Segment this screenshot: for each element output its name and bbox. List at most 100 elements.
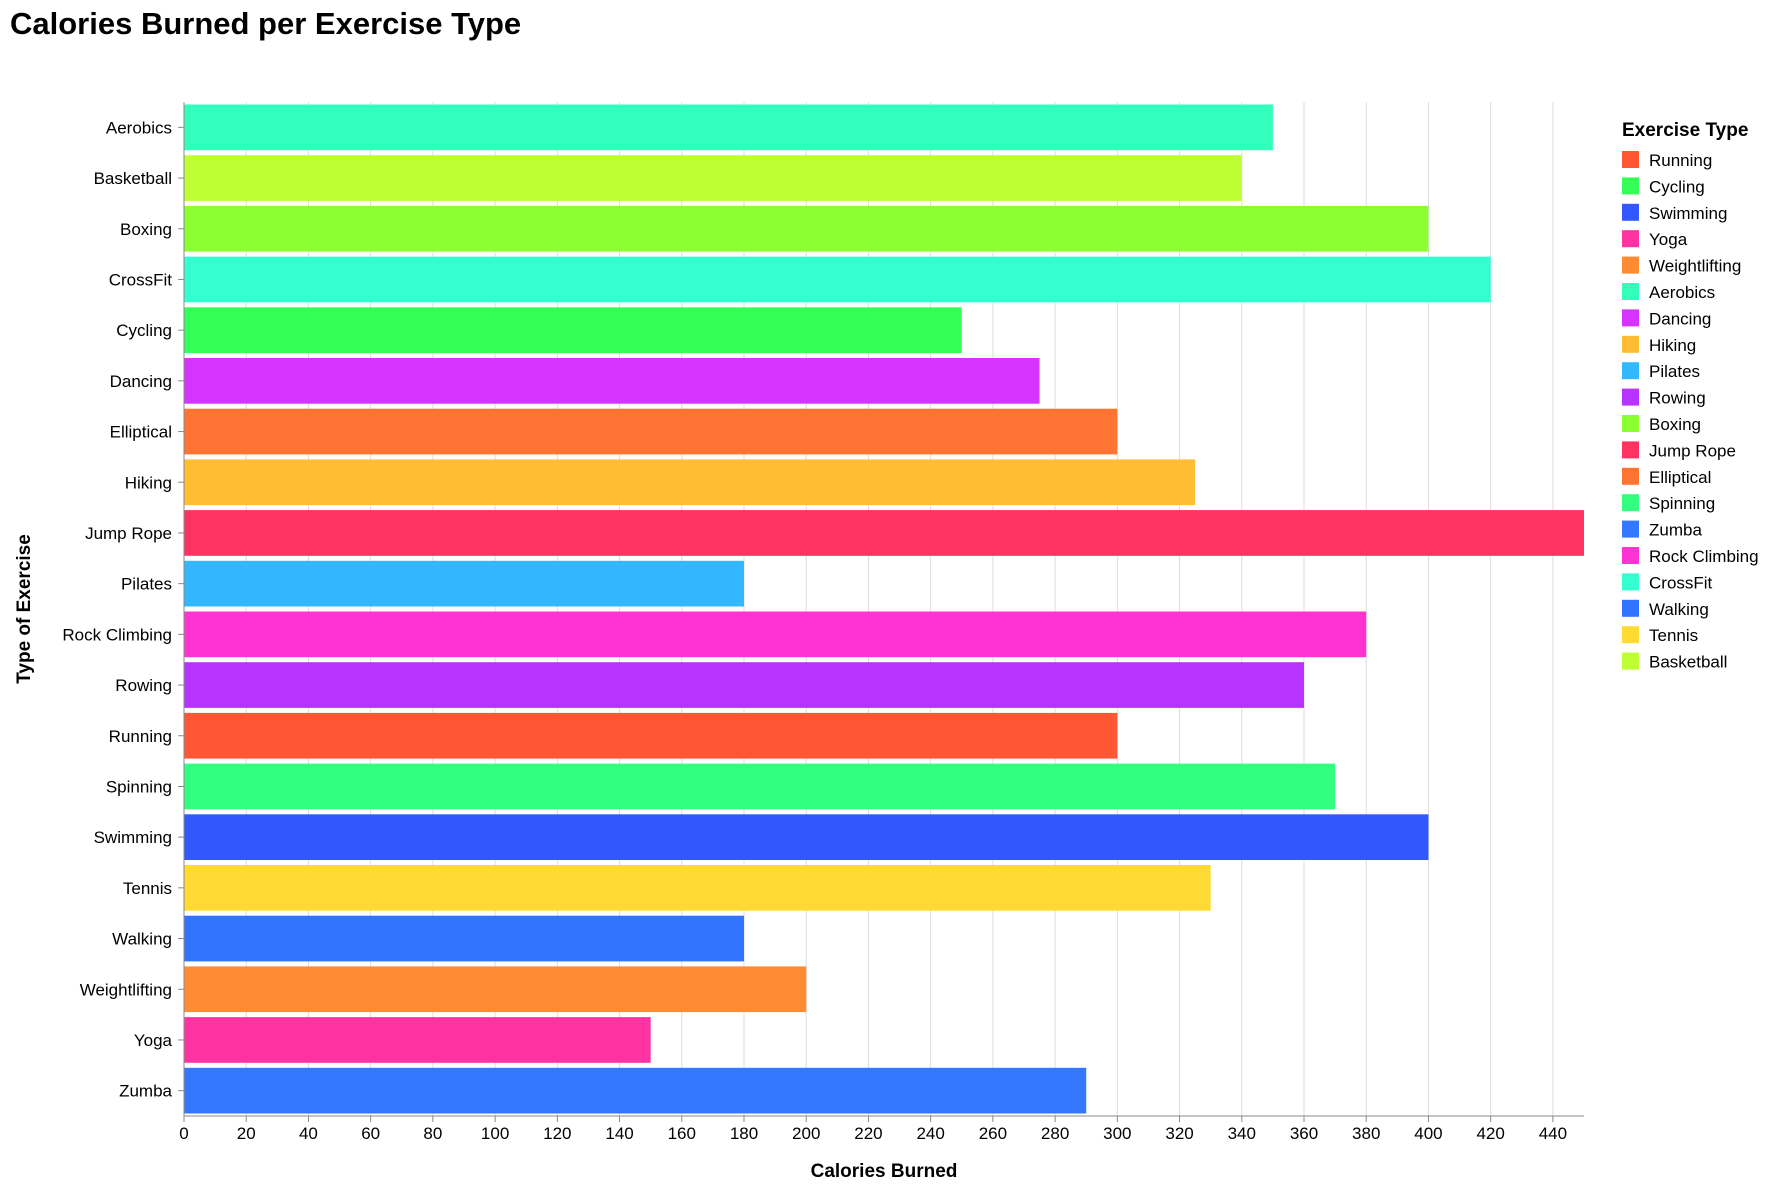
y-tick-label: Hiking (125, 473, 172, 492)
bar-weightlifting (184, 966, 807, 1013)
y-axis-title: Type of Exercise (14, 534, 35, 684)
bar-yoga (184, 1017, 651, 1063)
legend-swatch (1622, 362, 1639, 380)
y-tick-label: Pilates (121, 575, 172, 594)
bar-crossfit (184, 256, 1491, 303)
y-tick-label: CrossFit (109, 270, 173, 289)
axes: 0 20 40 60 80 100 120 140 160 180 200 220 240 260 280 3… (62, 102, 1584, 1143)
legend-swatch (1622, 494, 1639, 512)
legend-item-label: Pilates (1649, 362, 1700, 381)
legend-swatch (1622, 520, 1639, 538)
x-tick-label: 260 (979, 1124, 1007, 1143)
bar-dancing (184, 358, 1040, 404)
bar-basketball (184, 155, 1242, 201)
y-tick-label: Dancing (110, 372, 172, 391)
legend-item-label: Hiking (1649, 336, 1696, 355)
x-tick-label: 120 (543, 1124, 571, 1143)
x-tick-label: 240 (916, 1124, 944, 1143)
legend-item-label: Spinning (1649, 494, 1715, 513)
bar-jump-rope (184, 510, 1584, 556)
legend-swatch (1622, 599, 1639, 617)
x-tick-label: 80 (423, 1124, 442, 1143)
legend-item-label: Walking (1649, 600, 1709, 619)
y-tick-label: Jump Rope (85, 524, 172, 543)
legend: Exercise Type Running Cycling Swimming Yoga… (1622, 120, 1759, 672)
y-tick-label: Zumba (119, 1082, 172, 1101)
legend-swatch (1622, 256, 1639, 274)
x-tick-label: 320 (1165, 1124, 1193, 1143)
x-tick-label: 140 (605, 1124, 633, 1143)
gridlines (183, 102, 1554, 1116)
bars (184, 104, 1584, 1114)
bar-rock-climbing (184, 611, 1367, 658)
y-tick-label: Tennis (123, 879, 172, 898)
y-tick-label: Yoga (134, 1031, 173, 1050)
x-tick-label: 100 (481, 1124, 509, 1143)
y-tick-label: Walking (112, 930, 172, 949)
legend-swatch (1622, 626, 1639, 644)
y-tick-label: Elliptical (110, 423, 172, 442)
legend-item-label: Aerobics (1649, 283, 1715, 302)
legend-item-label: Running (1649, 151, 1712, 170)
y-tick-label: Rowing (115, 676, 172, 695)
x-tick-label: 300 (1103, 1124, 1131, 1143)
bar-rowing (184, 662, 1304, 708)
y-tick-label: Basketball (94, 169, 172, 188)
y-tick-label: Swimming (94, 828, 172, 847)
x-tick-label: 160 (668, 1124, 696, 1143)
legend-swatch (1622, 335, 1639, 353)
legend-item-label: Boxing (1649, 415, 1701, 434)
bar-tennis (184, 865, 1211, 911)
x-tick-label: 200 (792, 1124, 820, 1143)
x-tick-label: 180 (730, 1124, 758, 1143)
x-tick-label: 400 (1414, 1124, 1442, 1143)
bar-hiking (184, 459, 1196, 506)
legend-title: Exercise Type (1622, 120, 1748, 141)
bar-cycling (184, 307, 962, 353)
legend-swatch (1622, 283, 1639, 300)
legend-item-label: Basketball (1649, 653, 1727, 672)
bar-running (184, 712, 1118, 759)
bar-elliptical (184, 408, 1118, 455)
y-tick-label: Running (109, 727, 172, 746)
legend-item-label: Zumba (1649, 521, 1702, 540)
bar-aerobics (184, 104, 1273, 151)
legend-swatch (1622, 573, 1639, 591)
legend-item-label: Swimming (1649, 204, 1727, 223)
legend-swatch (1622, 415, 1639, 432)
legend-swatch (1622, 151, 1639, 168)
bar-spinning (184, 763, 1336, 810)
x-axis-title: Calories Burned (811, 1161, 958, 1182)
legend-item-label: Cycling (1649, 177, 1705, 196)
legend-item-label: Elliptical (1649, 468, 1711, 487)
legend-swatch (1622, 177, 1639, 195)
bar-zumba (184, 1067, 1087, 1114)
x-tick-label: 280 (1041, 1124, 1069, 1143)
x-tick-label: 220 (854, 1124, 882, 1143)
chart-title: Calories Burned per Exercise Type (10, 6, 522, 41)
x-tick-label: 60 (361, 1124, 380, 1143)
legend-item-label: Rock Climbing (1649, 547, 1759, 566)
legend-swatch (1622, 309, 1639, 327)
x-tick-label: 0 (179, 1124, 188, 1143)
x-tick-label: 20 (237, 1124, 256, 1143)
legend-swatch (1622, 388, 1639, 406)
legend-item-label: Rowing (1649, 389, 1706, 408)
legend-item-label: Weightlifting (1649, 257, 1741, 276)
legend-item-label: Jump Rope (1649, 441, 1736, 460)
legend-swatch (1622, 230, 1639, 248)
bar-boxing (184, 205, 1429, 252)
y-tick-label: Aerobics (106, 118, 172, 137)
bar-swimming (184, 814, 1429, 860)
legend-swatch (1622, 467, 1639, 485)
x-tick-label: 40 (299, 1124, 318, 1143)
legend-item-label: Yoga (1649, 230, 1688, 249)
x-tick-label: 440 (1539, 1124, 1567, 1143)
y-tick-label: Cycling (116, 321, 172, 340)
x-tick-label: 360 (1290, 1124, 1318, 1143)
legend-item-label: CrossFit (1649, 573, 1713, 592)
y-tick-label: Rock Climbing (62, 625, 172, 644)
legend-item-label: Dancing (1649, 309, 1711, 328)
bar-pilates (184, 560, 744, 607)
